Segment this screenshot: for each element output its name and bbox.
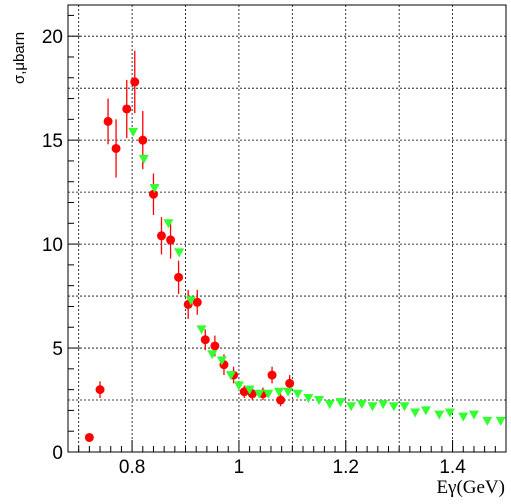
data-point-triangle [410,408,421,418]
tick-labels: 0 5 10 15 20 0.8 1 1.2 1.4 [42,27,466,478]
data-point-circle [156,231,166,241]
data-point-triangle [420,406,431,416]
y-tick-label: 10 [42,235,63,256]
data-point-triangle [468,410,479,420]
data-point-triangle [314,396,325,406]
x-axis-label: Eγ(GeV) [436,477,505,498]
data-point-triangle [324,400,335,410]
x-tick-label: 0.8 [119,457,145,478]
data-point-triangle [254,389,265,399]
data-point-triangle [174,248,185,258]
data-point-triangle [163,219,174,229]
data-point-triangle [196,325,207,335]
y-axis-label: σ,μbarn [11,32,28,84]
x-tick-label: 1.2 [333,457,359,478]
data-point-triangle [356,400,367,410]
data-point-triangle [185,296,196,306]
data-point-circle [210,341,220,351]
data-point-triangle [273,387,284,397]
data-point-triangle [233,381,244,391]
data-point-circle [122,104,132,114]
data-point-triangle [244,385,255,395]
plot-frame [67,4,507,453]
data-point-triangle [263,389,274,399]
data-point-circle [95,385,105,395]
data-point-circle [84,432,94,442]
data-point-triangle [346,402,357,412]
y-tick-label: 5 [52,339,63,360]
data-point-triangle [378,400,389,410]
data-point-triangle [216,356,227,366]
data-point-circle [267,370,277,380]
y-tick-label: 0 [52,443,63,464]
x-tick-label: 1.4 [439,457,466,478]
data-point-triangle [149,183,160,193]
data-point-triangle [458,412,469,422]
data-point-circle [174,272,184,282]
data-point-circle [138,135,148,145]
y-tick-label: 15 [42,131,63,152]
data-point-triangle [482,416,493,426]
data-point-circle [285,378,295,388]
data-point-triangle [388,402,399,412]
data-point-triangle [495,416,506,426]
y-tick-label: 20 [42,27,63,48]
data-point-circle [239,387,249,397]
data-point-circle [103,116,113,126]
data-point-triangle [225,371,236,381]
data-point-triangle [283,387,294,397]
data-point-triangle [207,350,218,360]
data-point-circle [200,335,210,345]
data-point-triangle [128,127,139,137]
data-point-circle [276,395,286,405]
data-point-triangle [444,408,455,418]
data-point-circle [166,235,176,245]
data-point-triangle [335,398,346,408]
axes [67,4,507,453]
data-point-triangle [138,154,149,164]
data-point-circle [111,143,121,153]
x-tick-label: 1 [234,457,245,478]
data-point-triangle [303,393,314,403]
data-marks [84,50,506,442]
data-point-circle [192,297,202,307]
data-point-circle [130,77,140,87]
data-point-triangle [434,410,445,420]
data-point-circle [148,189,158,199]
data-point-triangle [399,402,410,412]
data-point-triangle [292,389,303,399]
data-point-triangle [367,402,378,412]
